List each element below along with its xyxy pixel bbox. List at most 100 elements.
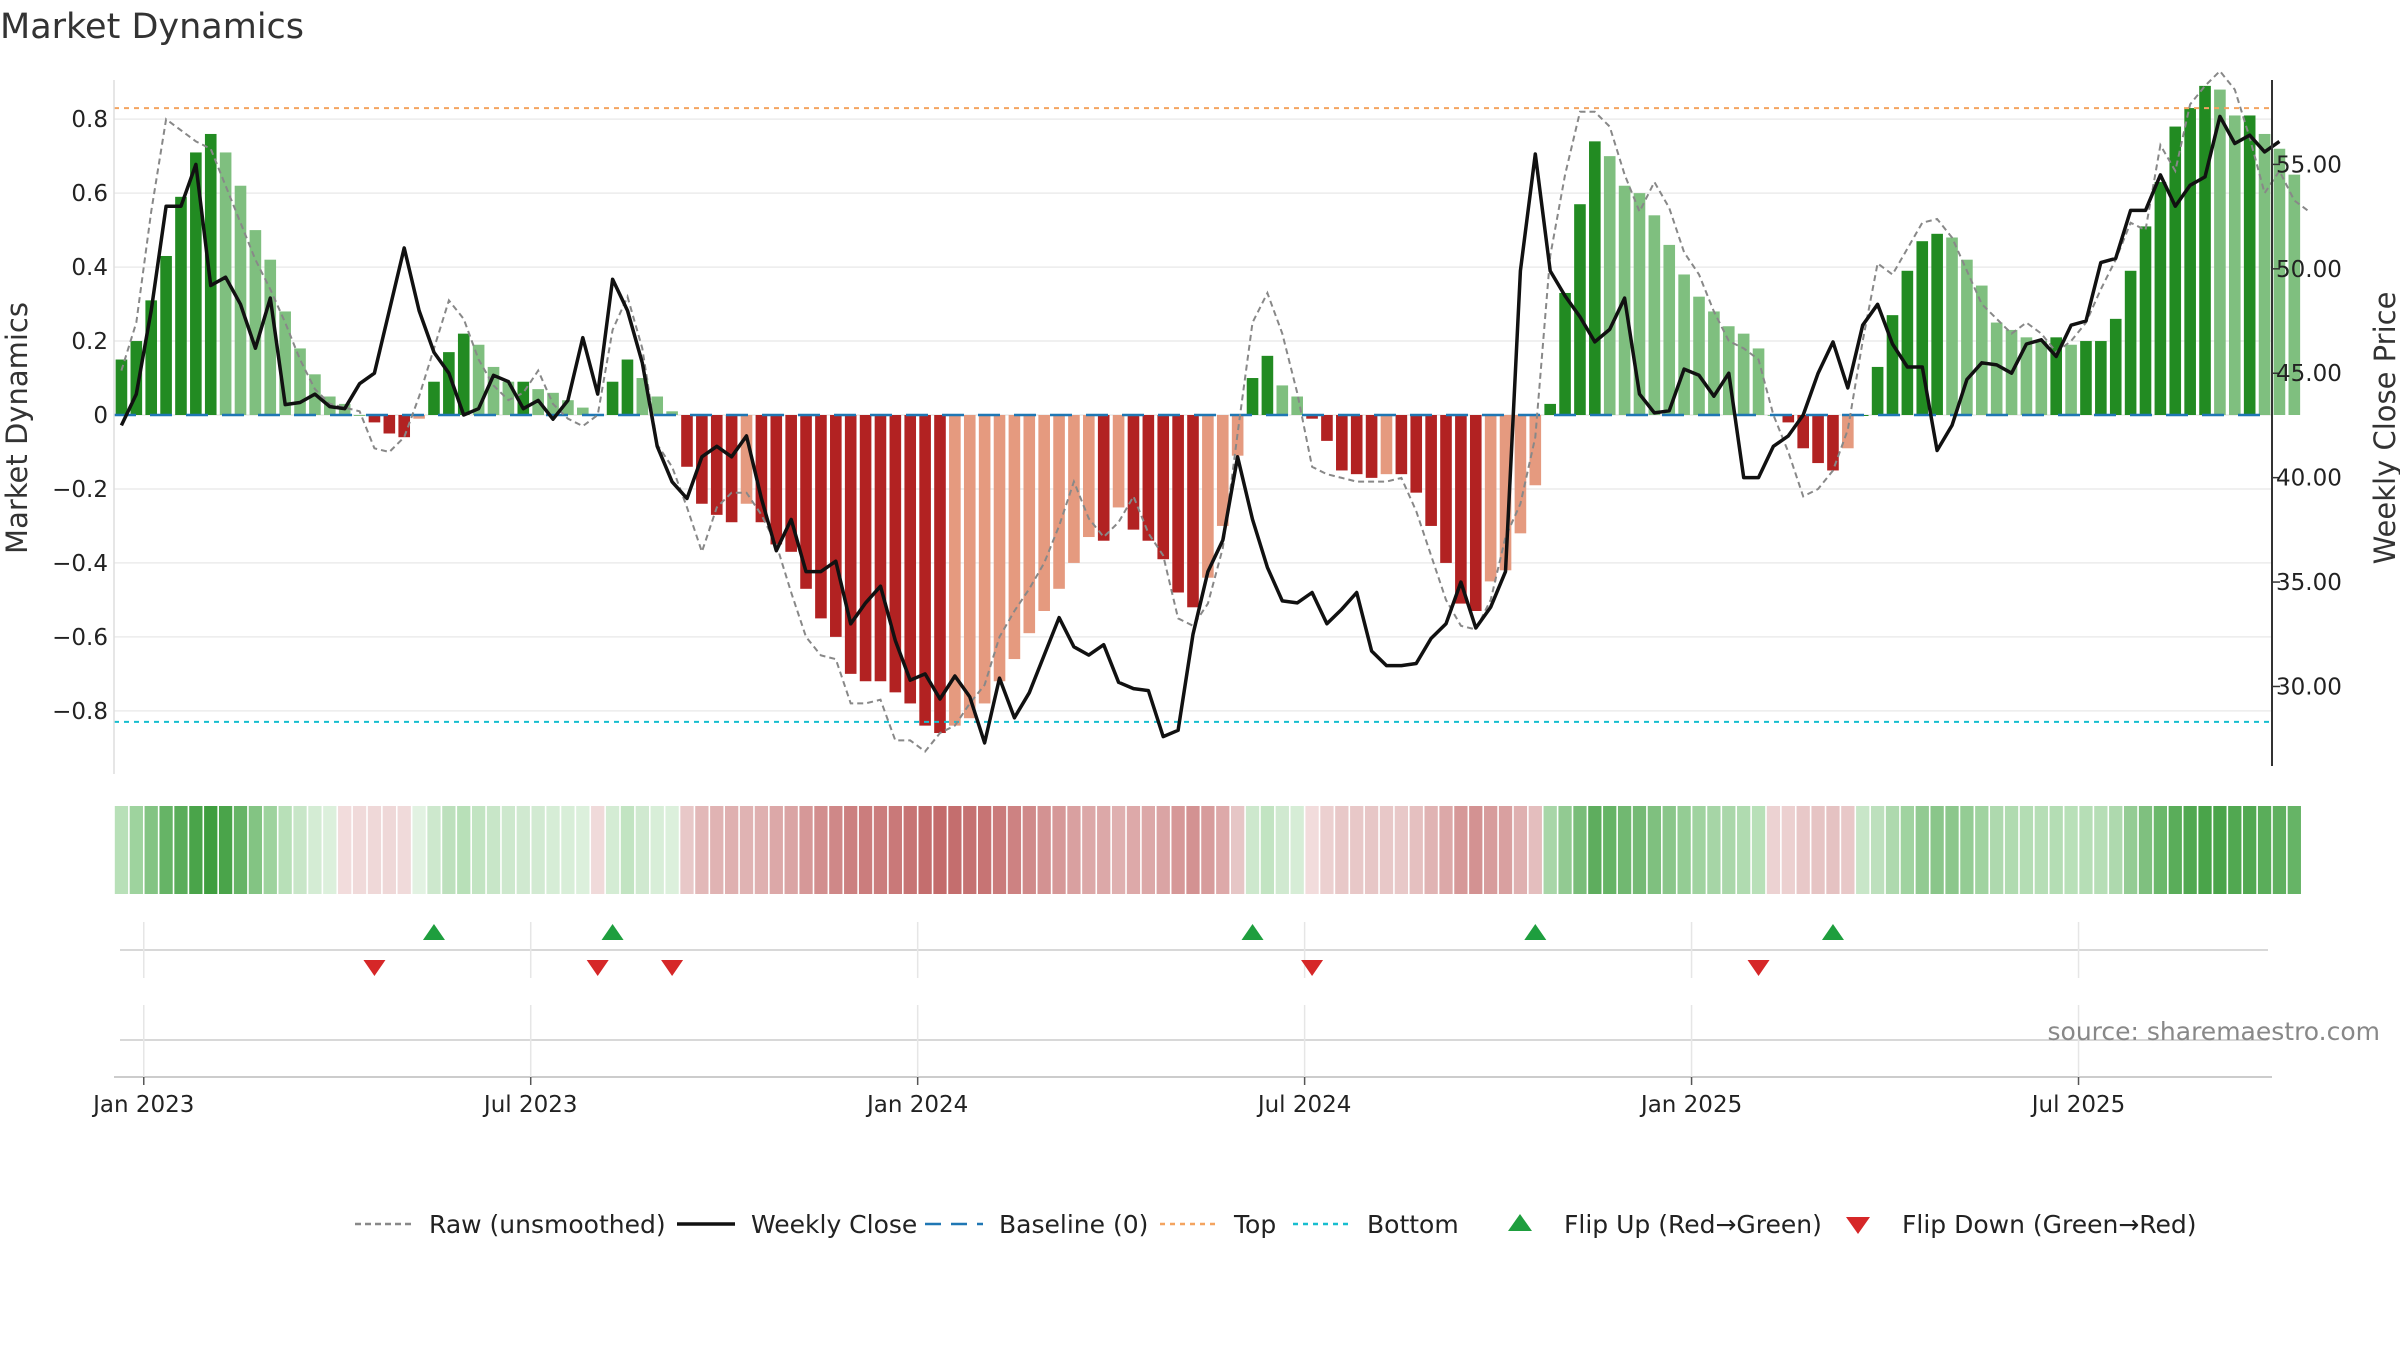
dynamics-bar	[815, 415, 827, 619]
dynamics-bar	[1246, 378, 1259, 415]
regime-cell	[1275, 806, 1289, 894]
regime-cell	[1528, 806, 1542, 894]
regime-cell	[858, 806, 873, 894]
dynamics-bar	[1276, 385, 1289, 415]
dynamics-bar	[1722, 326, 1735, 415]
dynamics-bar	[1410, 415, 1423, 493]
regime-cell	[189, 806, 203, 894]
flip-up-marker	[422, 924, 445, 940]
dynamics-bar	[294, 348, 306, 415]
dynamics-bar	[2154, 182, 2167, 415]
regime-cell	[1082, 806, 1096, 894]
regime-cell	[1498, 806, 1513, 894]
legend-item-bottom: Bottom	[1293, 1210, 1459, 1239]
dynamics-bar	[1380, 415, 1393, 475]
dynamics-bar	[770, 415, 783, 545]
dynamics-bar	[2095, 341, 2107, 415]
regime-cell	[829, 806, 843, 894]
regime-cell	[427, 806, 441, 894]
regime-cell	[978, 806, 992, 894]
regime-cell	[1588, 806, 1602, 894]
flip-up-marker	[601, 924, 624, 940]
regime-cell	[1766, 806, 1781, 894]
regime-cell	[1424, 806, 1438, 894]
regime-cell	[1335, 806, 1349, 894]
regime-cell	[486, 806, 501, 894]
dynamics-bar	[606, 381, 619, 415]
legend-label: Weekly Close	[751, 1210, 917, 1239]
dynamics-bar	[978, 415, 991, 704]
regime-cell	[948, 806, 962, 894]
regime-cell	[278, 806, 292, 894]
regime-cell	[397, 806, 411, 894]
regime-cell	[799, 806, 813, 894]
dynamics-bar	[2020, 337, 2033, 415]
dynamics-bar	[1633, 193, 1646, 415]
regime-cell	[2228, 806, 2242, 894]
dynamics-bar	[1499, 415, 1512, 571]
regime-cell	[1186, 806, 1200, 894]
dynamics-bar	[1901, 270, 1914, 415]
regime-cell	[1245, 806, 1260, 894]
regime-cell	[844, 806, 858, 894]
chart-title: Market Dynamics	[0, 7, 304, 47]
regime-cell	[1945, 806, 1959, 894]
dynamics-bar	[1886, 315, 1899, 415]
dynamics-bar	[1336, 415, 1348, 471]
flip-down-marker	[1747, 960, 1770, 976]
dynamics-bar	[264, 259, 277, 415]
regime-cell	[2004, 806, 2019, 894]
regime-cell	[352, 806, 367, 894]
regime-cell	[1364, 806, 1379, 894]
regime-cell	[1320, 806, 1334, 894]
regime-cell	[1632, 806, 1647, 894]
flip-down-marker	[586, 960, 609, 976]
regime-cell	[1409, 806, 1423, 894]
regime-cell	[665, 806, 679, 894]
regime-cell	[754, 806, 769, 894]
regime-cell	[1141, 806, 1155, 894]
dynamics-bar	[175, 196, 187, 415]
regime-cell	[1617, 806, 1632, 894]
raw-line	[120, 69, 2310, 753]
regime-cell	[1454, 806, 1468, 894]
regime-cell	[1126, 806, 1141, 894]
regime-cell	[457, 806, 471, 894]
regime-cell	[1513, 806, 1528, 894]
regime-cell	[1811, 806, 1825, 894]
regime-cell	[769, 806, 783, 894]
dynamics-bar	[1529, 415, 1542, 486]
legend-item-flip_down: Flip Down (Green→Red)	[1846, 1210, 2197, 1239]
dynamics-bar	[2273, 148, 2286, 415]
dynamics-bar	[353, 415, 366, 416]
flip-up-marker	[1524, 924, 1547, 940]
regime-cell	[1394, 806, 1408, 894]
flip-up-marker	[1821, 924, 1844, 940]
dynamics-bar	[1842, 415, 1854, 449]
y-axis-right-title: Weekly Close Price	[2368, 292, 2400, 565]
dynamics-bar	[2184, 108, 2196, 416]
regime-cell	[382, 806, 396, 894]
regime-cell	[308, 806, 322, 894]
regime-cell	[1052, 806, 1066, 894]
regime-cell	[1260, 806, 1275, 894]
dynamics-bar	[949, 415, 961, 726]
dynamics-bar	[1365, 415, 1378, 478]
regime-cell	[2138, 806, 2153, 894]
dynamics-bar	[1946, 237, 1958, 415]
close-line	[119, 114, 2281, 745]
dynamics-bar	[1425, 415, 1437, 526]
dynamics-bar	[1321, 415, 1333, 441]
dynamics-bar	[1127, 415, 1140, 530]
dynamics-bar	[1871, 366, 1884, 415]
dynamics-bar	[740, 415, 753, 504]
dynamics-bar	[919, 415, 931, 726]
regime-cell	[516, 806, 530, 894]
regime-cell	[1900, 806, 1915, 894]
regime-cell	[2257, 806, 2272, 894]
dynamics-bar	[2124, 270, 2137, 415]
dynamics-bar	[1038, 415, 1050, 611]
x-tick-label: Jul 2023	[482, 1092, 578, 1118]
dynamics-bar	[1202, 415, 1214, 578]
x-tick-label: Jan 2024	[865, 1092, 968, 1118]
